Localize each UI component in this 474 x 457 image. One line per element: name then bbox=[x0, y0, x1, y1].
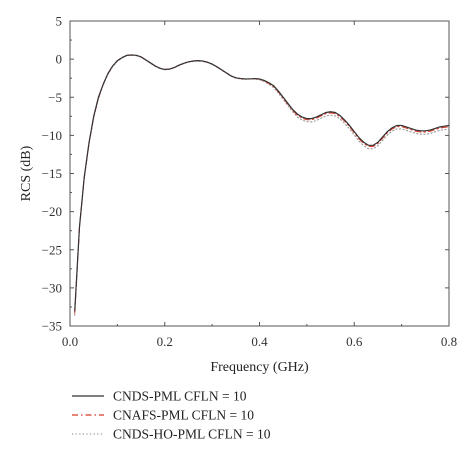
y-tick-label: −25 bbox=[42, 242, 62, 257]
y-tick-label: −35 bbox=[42, 319, 62, 334]
plot-area bbox=[69, 20, 450, 327]
x-tick-label: 0.8 bbox=[441, 334, 457, 349]
series-line-3 bbox=[74, 54, 450, 316]
x-tick-label: 0.6 bbox=[346, 334, 363, 349]
series-lines bbox=[74, 54, 450, 316]
series-line-2 bbox=[74, 54, 450, 314]
y-tick-label: −20 bbox=[42, 204, 62, 219]
x-tick-label: 0.4 bbox=[251, 334, 268, 349]
y-tick-label: 5 bbox=[56, 14, 63, 29]
y-tick-label: −10 bbox=[42, 128, 62, 143]
x-tick-label: 0.0 bbox=[62, 334, 78, 349]
legend: CNDS-PML CFLN = 10 CNAFS-PML CFLN = 10 CND… bbox=[72, 389, 271, 442]
y-tick-label: 0 bbox=[56, 52, 63, 67]
legend-label: CNDS-PML CFLN = 10 bbox=[113, 389, 247, 404]
x-axis-label: Frequency (GHz) bbox=[210, 360, 309, 375]
y-axis-label: RCS (dB) bbox=[19, 145, 34, 201]
y-tick-label: −30 bbox=[42, 280, 62, 295]
plot-frame bbox=[69, 20, 450, 327]
series-line-1 bbox=[74, 54, 450, 312]
axis-ticks: 0.0 0.2 0.4 0.6 0.8 5 0 −5 −10 −15 −20 −25 −30 −35 bbox=[42, 14, 457, 350]
legend-label: CNDS-HO-PML CFLN = 10 bbox=[113, 427, 271, 442]
y-tick-label: −15 bbox=[42, 166, 62, 181]
x-tick-label: 0.2 bbox=[157, 334, 173, 349]
legend-label: CNAFS-PML CFLN = 10 bbox=[113, 408, 254, 423]
y-tick-label: −5 bbox=[48, 90, 62, 105]
